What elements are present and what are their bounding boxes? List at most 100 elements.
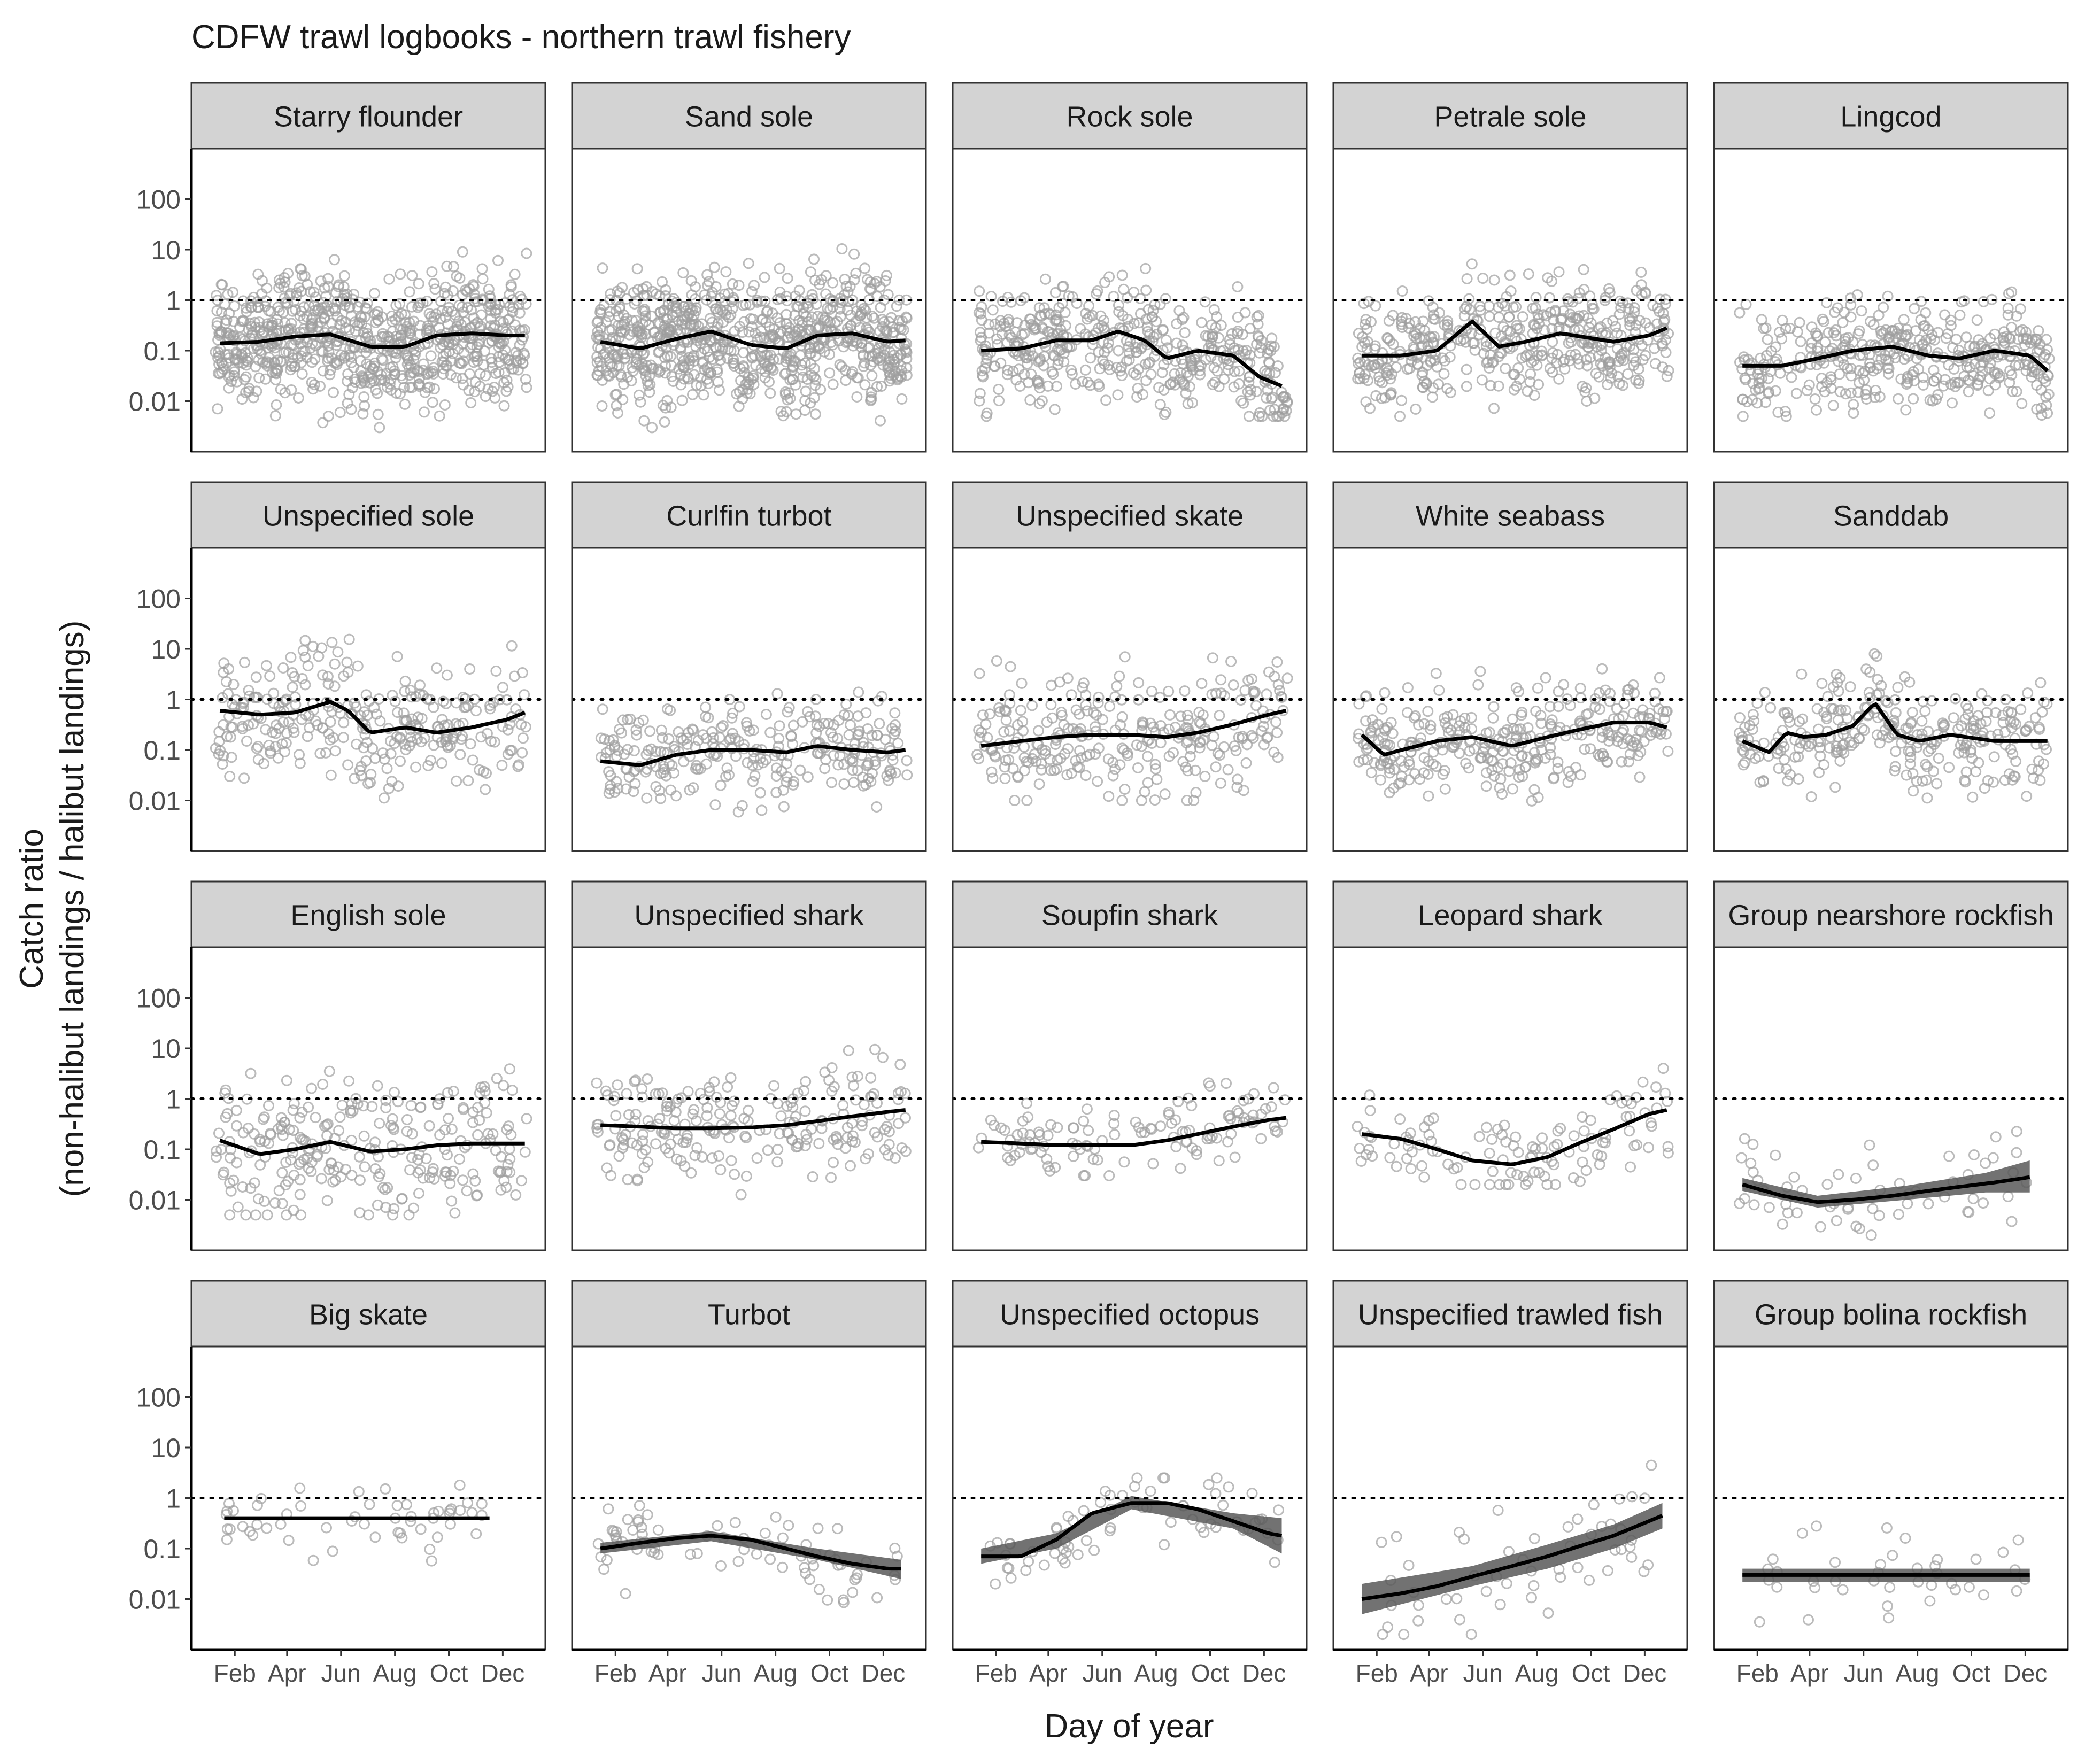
data-point — [2036, 409, 2048, 421]
data-point — [1093, 378, 1105, 390]
data-point — [617, 394, 629, 405]
data-point — [638, 362, 650, 374]
data-point — [491, 1073, 503, 1084]
data-point — [1245, 389, 1256, 401]
data-point — [1026, 700, 1038, 711]
data-point — [820, 270, 832, 282]
data-point — [1765, 702, 1777, 714]
data-point — [1805, 738, 1817, 749]
panel-border — [1713, 547, 2069, 852]
data-point — [428, 278, 440, 289]
y-tick-label: 1 — [166, 1085, 181, 1115]
smooth-curve — [981, 330, 1283, 388]
data-point — [1077, 682, 1088, 693]
data-point — [890, 1152, 901, 1164]
data-point — [799, 405, 811, 416]
data-point — [1840, 388, 1851, 400]
data-point — [338, 270, 350, 282]
data-point — [1997, 717, 2009, 729]
data-point — [1032, 378, 1044, 390]
data-point — [1561, 693, 1573, 705]
data-point — [281, 1209, 292, 1221]
data-point — [501, 1124, 513, 1135]
data-point — [469, 1175, 481, 1187]
data-point — [275, 355, 287, 367]
data-point — [1954, 309, 1966, 321]
y-tick-label: 100 — [136, 185, 181, 215]
data-point — [295, 1156, 306, 1168]
data-point — [671, 1096, 683, 1108]
data-point — [1459, 303, 1471, 315]
data-point — [474, 1115, 485, 1126]
data-point — [626, 1137, 638, 1149]
data-point — [230, 1104, 242, 1116]
data-point — [400, 744, 412, 755]
data-point — [1747, 709, 1759, 721]
data-point — [464, 663, 476, 675]
smooth-curve — [1362, 319, 1668, 358]
data-point — [343, 633, 355, 645]
facet-panel: Unspecified skate — [952, 481, 1308, 852]
data-point — [644, 725, 656, 737]
data-point — [1980, 715, 1992, 727]
data-point — [901, 369, 913, 381]
data-point — [475, 309, 487, 321]
data-point — [1893, 393, 1904, 405]
panel-border — [1713, 148, 2069, 453]
data-point — [866, 311, 878, 322]
data-point — [349, 772, 360, 784]
data-point — [1208, 731, 1219, 742]
data-point — [708, 261, 720, 273]
data-point — [1661, 370, 1673, 382]
data-point — [1161, 334, 1172, 346]
data-point — [1639, 287, 1651, 298]
data-point — [822, 303, 833, 314]
data-point — [605, 780, 616, 792]
data-point — [269, 357, 280, 368]
data-point — [825, 1172, 837, 1183]
data-point — [1190, 764, 1201, 776]
data-point — [461, 1185, 473, 1197]
data-point — [1821, 297, 1832, 308]
data-point — [1163, 751, 1175, 762]
data-point — [611, 389, 623, 400]
data-point — [1878, 327, 1889, 339]
data-point — [1921, 792, 1933, 804]
data-point — [1115, 365, 1126, 377]
data-point — [777, 784, 789, 796]
data-point — [750, 360, 762, 371]
data-point — [425, 367, 436, 378]
data-point — [1187, 397, 1198, 409]
data-point — [2029, 712, 2041, 724]
data-point — [1967, 720, 1979, 732]
data-point — [853, 728, 864, 740]
data-point — [338, 289, 350, 300]
data-point — [218, 657, 230, 669]
data-point — [381, 763, 393, 775]
data-point — [404, 382, 415, 393]
data-point — [434, 410, 445, 422]
data-point — [1222, 764, 1234, 776]
data-point — [999, 705, 1011, 717]
data-point — [1547, 347, 1558, 359]
data-point — [1226, 328, 1238, 339]
data-point — [1572, 292, 1584, 304]
data-point — [389, 695, 401, 707]
data-point — [231, 1157, 243, 1169]
data-point — [709, 342, 721, 353]
data-point — [1096, 320, 1108, 332]
data-point — [1931, 778, 1943, 790]
data-point — [1425, 724, 1437, 736]
data-point — [1033, 398, 1045, 409]
data-point — [654, 306, 666, 318]
data-point — [808, 392, 820, 404]
data-point — [1256, 725, 1268, 737]
data-point — [1387, 310, 1399, 321]
data-point — [309, 353, 321, 365]
data-point — [1141, 321, 1153, 333]
data-point — [380, 1095, 392, 1107]
data-point — [728, 357, 740, 369]
data-point — [2021, 724, 2032, 736]
data-point — [1540, 672, 1551, 684]
